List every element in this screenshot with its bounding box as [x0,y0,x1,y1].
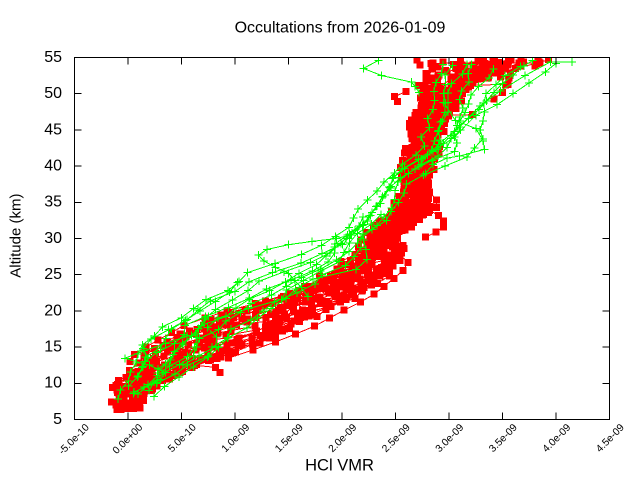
svg-text:4.5e-09: 4.5e-09 [594,422,627,455]
svg-text:-5.0e-10: -5.0e-10 [57,422,92,457]
svg-text:Altitude (km): Altitude (km) [8,194,25,278]
svg-text:15: 15 [44,339,62,356]
svg-text:3.0e-09: 3.0e-09 [434,422,467,455]
svg-text:4.0e-09: 4.0e-09 [541,422,574,455]
svg-text:35: 35 [44,194,62,211]
svg-text:1.5e-09: 1.5e-09 [273,422,306,455]
svg-text:30: 30 [44,230,62,247]
svg-text:0.0e+00: 0.0e+00 [111,422,145,456]
svg-text:25: 25 [44,266,62,283]
svg-text:40: 40 [44,158,62,175]
svg-text:20: 20 [44,302,62,319]
svg-text:2.5e-09: 2.5e-09 [380,422,413,455]
svg-text:5: 5 [53,411,62,428]
svg-text:2.0e-09: 2.0e-09 [327,422,360,455]
svg-text:55: 55 [44,49,62,66]
svg-text:HCl VMR: HCl VMR [305,457,374,475]
svg-text:10: 10 [44,375,62,392]
svg-text:1.0e-09: 1.0e-09 [220,422,253,455]
svg-text:3.5e-09: 3.5e-09 [487,422,520,455]
svg-text:45: 45 [44,121,62,138]
svg-text:50: 50 [44,85,62,102]
svg-text:Occultations from 2026-01-09: Occultations from 2026-01-09 [235,20,446,37]
svg-text:5.0e-10: 5.0e-10 [166,422,199,455]
